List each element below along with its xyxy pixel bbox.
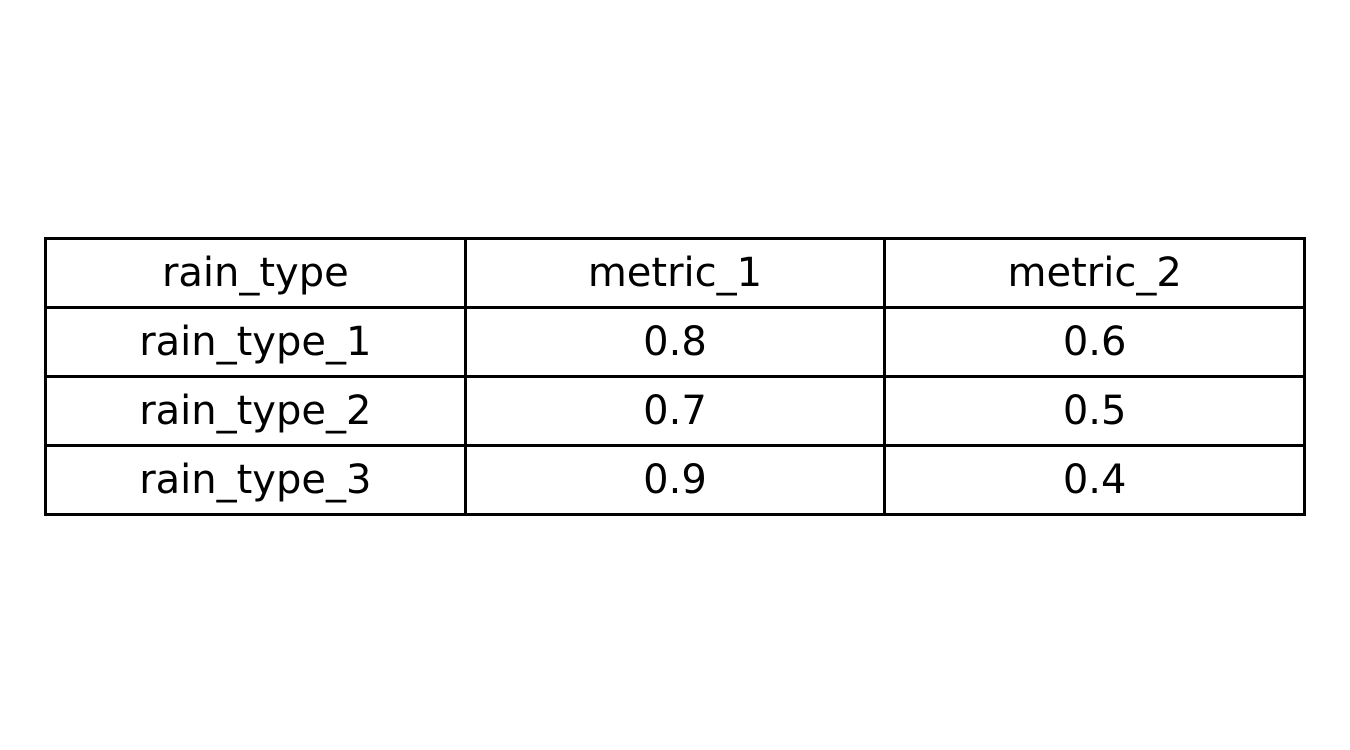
table-cell: 0.9 (463, 444, 887, 516)
table-cell: 0.5 (883, 375, 1306, 447)
table-cell: 0.7 (463, 375, 887, 447)
table-cell: rain_type_2 (44, 375, 467, 447)
data-table: rain_type metric_1 metric_2 rain_type_1 … (44, 237, 1306, 516)
table-header-row: rain_type metric_1 metric_2 (44, 237, 1306, 309)
table-row: rain_type_2 0.7 0.5 (44, 375, 1306, 447)
table-cell: rain_type_1 (44, 306, 467, 378)
table-cell: rain_type_3 (44, 444, 467, 516)
column-header-metric-1: metric_1 (463, 237, 887, 309)
column-header-rain-type: rain_type (44, 237, 467, 309)
table-row: rain_type_1 0.8 0.6 (44, 306, 1306, 378)
table-cell: 0.6 (883, 306, 1306, 378)
table-cell: 0.4 (883, 444, 1306, 516)
table-cell: 0.8 (463, 306, 887, 378)
column-header-metric-2: metric_2 (883, 237, 1306, 309)
table-row: rain_type_3 0.9 0.4 (44, 444, 1306, 516)
